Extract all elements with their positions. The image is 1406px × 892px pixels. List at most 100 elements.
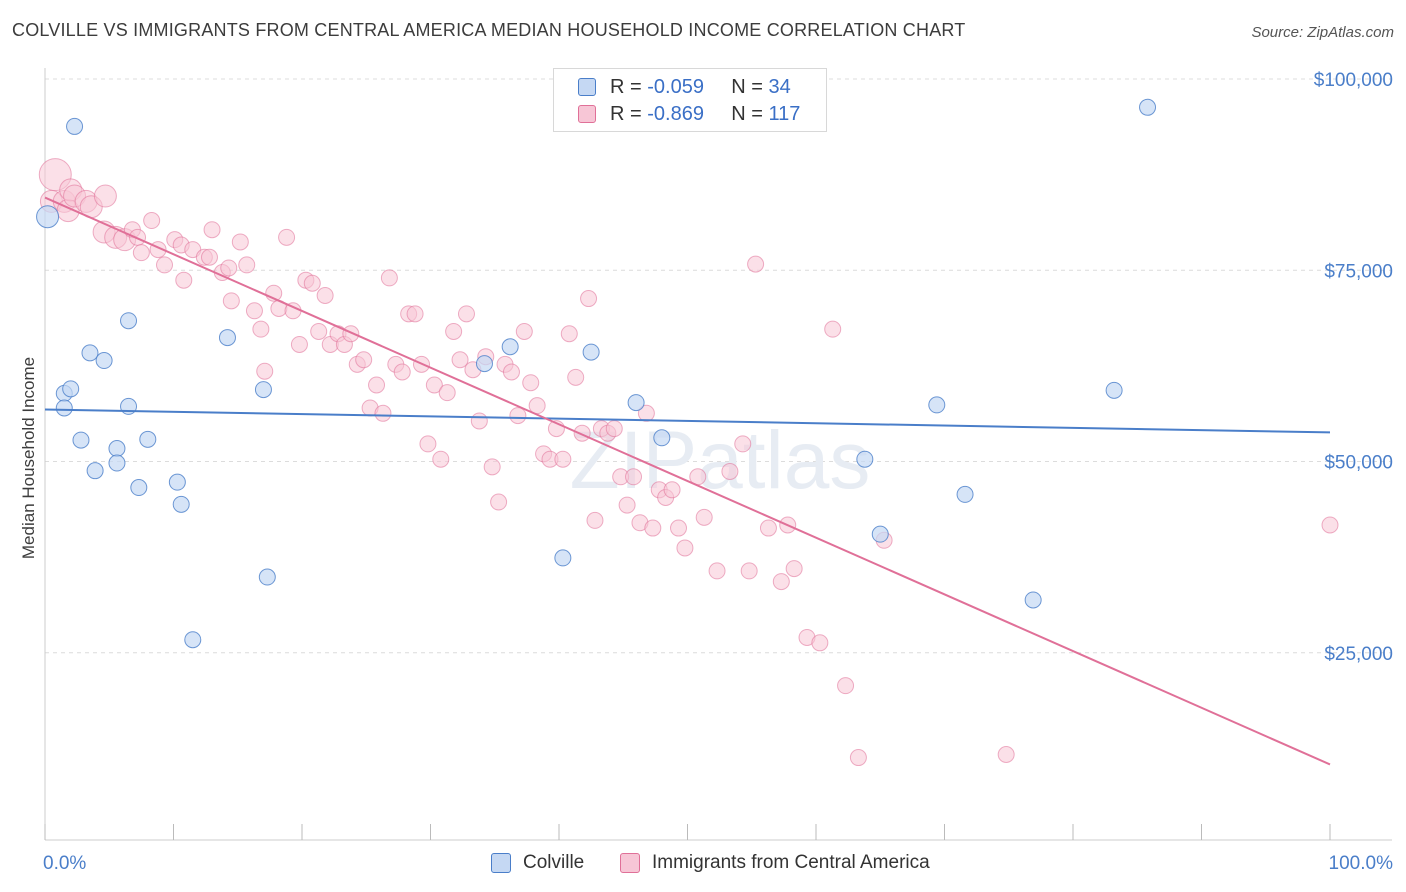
colville-legend-label: Colville	[523, 852, 585, 873]
colville-point	[184, 631, 202, 649]
immigrants-point	[560, 325, 578, 343]
immigrants-point	[393, 363, 411, 381]
immigrants-point	[203, 221, 221, 239]
y-tick-label: $25,000	[1324, 644, 1393, 665]
immigrants-point	[445, 322, 463, 340]
immigrants-point	[573, 424, 591, 442]
colville-point	[258, 568, 276, 586]
immigrants-point	[637, 404, 655, 422]
colville-point	[66, 117, 84, 135]
colville-point	[554, 549, 572, 567]
immigrants-trend-line	[44, 196, 1331, 766]
series-legend-colville: Colville	[491, 852, 584, 874]
legend-n-label: N =	[731, 75, 763, 98]
colville-point	[501, 338, 519, 356]
colville-point	[168, 473, 186, 491]
x-tick-label: 0.0%	[43, 853, 86, 874]
colville-point	[36, 205, 60, 229]
colville-legend-swatch	[491, 853, 511, 873]
legend-n-label: N =	[731, 102, 763, 125]
immigrants-point	[837, 677, 855, 695]
colville-swatch	[578, 78, 596, 96]
immigrants-point	[132, 244, 150, 262]
immigrants-point	[238, 256, 256, 274]
series-legend-immigrants: Immigrants from Central America	[620, 852, 930, 874]
immigrants-point	[772, 573, 790, 591]
immigrants-point	[457, 305, 475, 323]
immigrants-point	[175, 271, 193, 289]
immigrants-point	[143, 212, 161, 230]
legend-r-label: R =	[610, 75, 642, 98]
immigrants-point	[490, 493, 508, 511]
colville-point	[254, 381, 272, 399]
immigrants-point	[200, 248, 218, 266]
immigrants-point	[419, 435, 437, 453]
immigrants-point	[554, 450, 572, 468]
immigrants-point	[759, 519, 777, 537]
trend-lines	[44, 196, 1331, 766]
correlation-legend: R = -0.059 N = 34 R = -0.869 N = 117	[553, 68, 827, 132]
immigrants-point	[368, 376, 386, 394]
immigrants-point	[316, 286, 334, 304]
immigrants-point	[734, 435, 752, 453]
colville-point	[1105, 381, 1123, 399]
immigrants-point	[432, 450, 450, 468]
colville-point	[475, 355, 493, 373]
colville-point	[871, 525, 889, 543]
immigrants-point	[586, 511, 604, 529]
immigrants-point	[676, 539, 694, 557]
immigrants-point	[824, 320, 842, 338]
immigrants-point	[1321, 516, 1339, 534]
colville-point	[95, 352, 113, 370]
colville-point	[139, 430, 157, 448]
legend-r-label: R =	[610, 102, 642, 125]
chart-source: Source: ZipAtlas.com	[1251, 24, 1394, 41]
grid-lines	[45, 78, 1392, 654]
immigrants-point	[997, 745, 1015, 763]
tick-labels: $25,000 $50,000 $75,000 $100,000 0.0% 100.0%	[43, 70, 1393, 874]
series-legend: Colville Immigrants from Central America	[0, 852, 1406, 876]
immigrants-point	[310, 322, 328, 340]
colville-point	[928, 396, 946, 414]
x-tick-label: 100.0%	[1329, 853, 1394, 874]
immigrants-legend-swatch	[620, 853, 640, 873]
immigrants-point	[290, 335, 308, 353]
colville-point	[582, 343, 600, 361]
immigrants-point	[245, 302, 263, 320]
immigrants-point	[695, 508, 713, 526]
legend-n-value: 117	[768, 102, 801, 125]
immigrants-point	[747, 255, 765, 273]
immigrants-point	[355, 351, 373, 369]
immigrants-point	[342, 325, 360, 343]
immigrants-point	[605, 420, 623, 438]
colville-point	[86, 462, 104, 480]
immigrants-point	[156, 256, 174, 274]
colville-points	[36, 98, 1157, 649]
immigrants-point	[811, 634, 829, 652]
immigrants-point	[406, 305, 424, 323]
immigrants-point	[220, 259, 238, 277]
colville-point	[108, 454, 126, 472]
immigrants-point	[515, 322, 533, 340]
immigrants-point	[502, 363, 520, 381]
immigrants-point	[708, 562, 726, 580]
immigrants-point	[380, 269, 398, 287]
immigrants-point	[451, 351, 469, 369]
immigrants-point	[740, 562, 758, 580]
immigrants-point	[93, 184, 117, 208]
immigrants-point	[231, 233, 249, 251]
legend-row-colville: R = -0.059 N = 34	[578, 75, 791, 99]
y-tick-label: $75,000	[1324, 261, 1393, 282]
immigrants-point	[483, 458, 501, 476]
immigrants-point	[303, 274, 321, 292]
colville-trend-line	[44, 408, 1331, 434]
colville-point	[956, 485, 974, 503]
colville-point	[72, 431, 90, 449]
colville-point	[218, 329, 236, 347]
legend-r-value: -0.059	[647, 75, 704, 98]
immigrants-point	[222, 292, 240, 310]
immigrants-points	[38, 158, 1339, 767]
colville-point	[55, 399, 73, 417]
immigrants-point	[256, 362, 274, 380]
